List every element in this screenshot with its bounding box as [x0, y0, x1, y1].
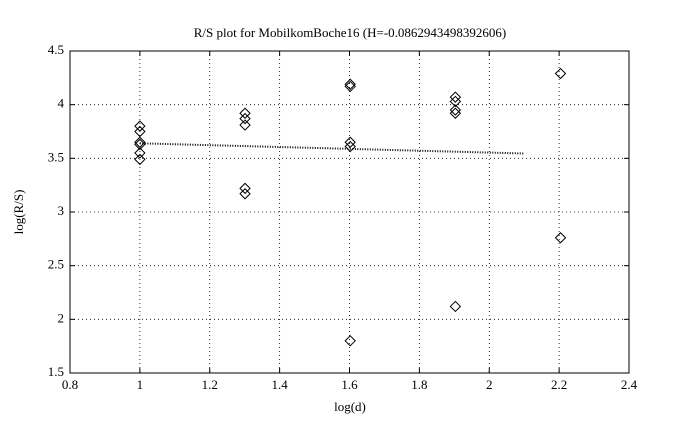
x-tick-label: 1.2: [202, 377, 218, 392]
data-point: [134, 153, 146, 166]
data-point: [134, 147, 146, 159]
y-tick-label: 1.5: [48, 364, 64, 379]
data-point: [449, 91, 462, 103]
data-point: [134, 136, 146, 148]
y-tick-label: 4.5: [48, 42, 64, 57]
x-tick-label: 2: [486, 377, 493, 392]
y-tick-label: 2.5: [48, 257, 64, 272]
data-point: [449, 107, 462, 119]
data-point: [344, 335, 356, 347]
data-point: [239, 112, 251, 125]
data-point: [449, 95, 462, 108]
x-tick-label: 0.8: [62, 377, 78, 392]
data-point: [344, 78, 356, 90]
x-tick-label: 1.4: [272, 377, 289, 392]
data-point: [344, 80, 356, 93]
data-point: [134, 120, 146, 132]
data-point: [554, 232, 567, 244]
data-point: [239, 119, 251, 131]
data-point: [239, 188, 251, 200]
data-point: [344, 140, 356, 153]
data-point: [239, 107, 251, 119]
y-tick-label: 2: [58, 310, 65, 325]
y-axis-label: log(R/S): [11, 190, 26, 235]
data-point: [344, 136, 356, 148]
plot-frame: [69, 50, 630, 374]
fit-line: [139, 142, 525, 155]
x-tick-label: 2.4: [621, 377, 638, 392]
x-tick-label: 1.8: [411, 377, 427, 392]
chart-title: R/S plot for MobilkomBoche16 (H=-0.08629…: [194, 25, 506, 40]
x-tick-label: 1.6: [341, 377, 358, 392]
x-tick-label: 2.2: [551, 377, 567, 392]
x-tick-label: 1: [137, 377, 144, 392]
y-tick-label: 3.5: [48, 149, 64, 164]
y-tick-label: 3: [58, 203, 65, 218]
data-point: [239, 182, 251, 195]
data-point: [554, 67, 567, 80]
data-point: [134, 125, 146, 138]
y-tick-label: 4: [58, 96, 65, 111]
x-axis-label: log(d): [334, 399, 366, 414]
data-point: [449, 300, 462, 313]
data-point: [449, 104, 462, 116]
